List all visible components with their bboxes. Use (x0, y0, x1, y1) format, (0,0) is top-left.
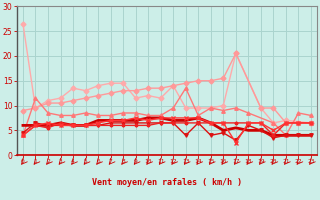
X-axis label: Vent moyen/en rafales ( km/h ): Vent moyen/en rafales ( km/h ) (92, 178, 242, 187)
